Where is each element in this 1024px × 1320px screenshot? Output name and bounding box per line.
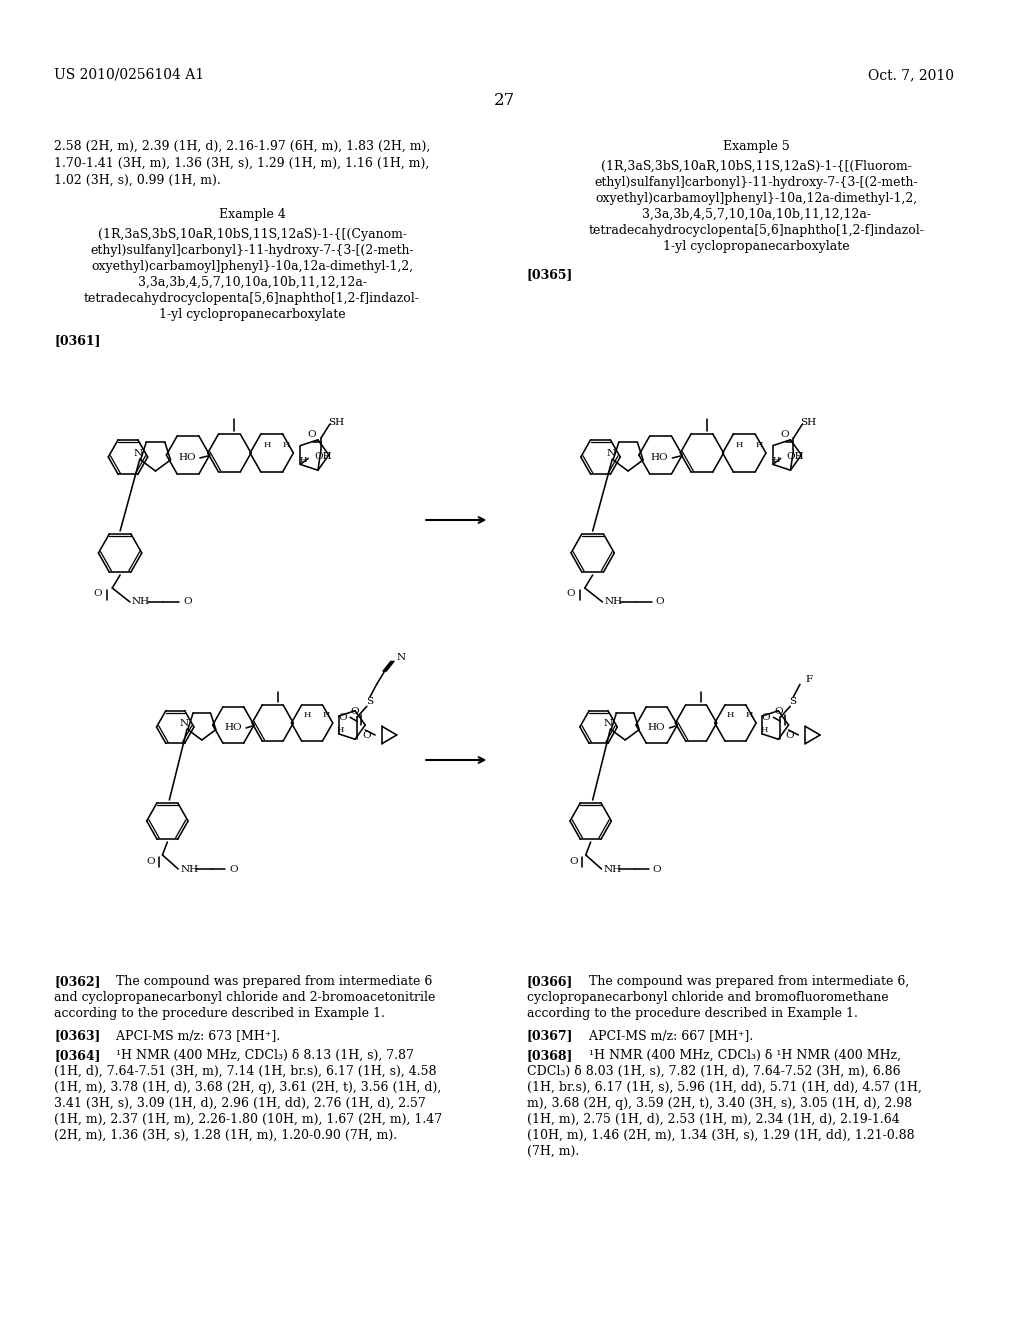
Text: O: O — [229, 865, 238, 874]
Text: tetradecahydrocyclopenta[5,6]naphtho[1,2-f]indazol-: tetradecahydrocyclopenta[5,6]naphtho[1,2… — [84, 292, 420, 305]
Text: ¹H NMR (400 MHz, CDCl₃) δ ¹H NMR (400 MHz,: ¹H NMR (400 MHz, CDCl₃) δ ¹H NMR (400 MH… — [581, 1049, 901, 1063]
Text: Example 4: Example 4 — [218, 209, 286, 220]
Text: H: H — [283, 441, 290, 449]
Text: (1R,3aS,3bS,10aR,10bS,11S,12aS)-1-{[(Fluorom-: (1R,3aS,3bS,10aR,10bS,11S,12aS)-1-{[(Flu… — [601, 160, 911, 173]
Text: O: O — [785, 730, 795, 739]
Text: H: H — [735, 441, 743, 449]
Text: The compound was prepared from intermediate 6,: The compound was prepared from intermedi… — [581, 975, 909, 987]
Text: [0362]: [0362] — [54, 975, 100, 987]
Text: HO: HO — [224, 723, 243, 733]
Text: O: O — [183, 598, 191, 606]
Text: N: N — [133, 449, 142, 458]
Text: F: F — [806, 675, 813, 684]
Text: O: O — [655, 598, 665, 606]
Text: H: H — [263, 441, 270, 449]
Text: (7H, m).: (7H, m). — [526, 1144, 579, 1158]
Text: according to the procedure described in Example 1.: according to the procedure described in … — [526, 1007, 857, 1020]
Text: (1R,3aS,3bS,10aR,10bS,11S,12aS)-1-{[(Cyanom-: (1R,3aS,3bS,10aR,10bS,11S,12aS)-1-{[(Cya… — [97, 228, 407, 242]
Text: ethyl)sulfanyl]carbonyl}-11-hydroxy-7-{3-[(2-meth-: ethyl)sulfanyl]carbonyl}-11-hydroxy-7-{3… — [594, 176, 918, 189]
Text: [0365]: [0365] — [526, 268, 573, 281]
Text: HO: HO — [648, 723, 666, 733]
Text: NH: NH — [603, 865, 622, 874]
Text: Oct. 7, 2010: Oct. 7, 2010 — [868, 69, 954, 82]
Text: ¹H NMR (400 MHz, CDCl₃) δ 8.13 (1H, s), 7.87: ¹H NMR (400 MHz, CDCl₃) δ 8.13 (1H, s), … — [109, 1049, 414, 1063]
Text: H: H — [303, 711, 311, 719]
Text: tetradecahydrocyclopenta[5,6]naphtho[1,2-f]indazol-: tetradecahydrocyclopenta[5,6]naphtho[1,2… — [588, 224, 924, 238]
Text: S: S — [367, 697, 374, 706]
Text: H: H — [323, 711, 330, 719]
Text: (1H, m), 2.37 (1H, m), 2.26-1.80 (10H, m), 1.67 (2H, m), 1.47: (1H, m), 2.37 (1H, m), 2.26-1.80 (10H, m… — [54, 1113, 442, 1126]
Text: The compound was prepared from intermediate 6: The compound was prepared from intermedi… — [109, 975, 433, 987]
Text: O: O — [339, 713, 347, 722]
Text: [0368]: [0368] — [526, 1049, 573, 1063]
Text: SH: SH — [328, 417, 344, 426]
Text: N: N — [180, 718, 189, 727]
Text: 1.02 (3H, s), 0.99 (1H, m).: 1.02 (3H, s), 0.99 (1H, m). — [54, 174, 221, 187]
Text: O: O — [350, 706, 359, 715]
Text: NH: NH — [604, 598, 623, 606]
Text: (1H, d), 7.64-7.51 (3H, m), 7.14 (1H, br.s), 6.17 (1H, s), 4.58: (1H, d), 7.64-7.51 (3H, m), 7.14 (1H, br… — [54, 1065, 436, 1078]
Text: N: N — [606, 449, 615, 458]
Text: HO: HO — [178, 454, 196, 462]
Text: 1.70-1.41 (3H, m), 1.36 (3H, s), 1.29 (1H, m), 1.16 (1H, m),: 1.70-1.41 (3H, m), 1.36 (3H, s), 1.29 (1… — [54, 157, 429, 170]
Text: O: O — [774, 706, 782, 715]
Text: OH: OH — [314, 451, 332, 461]
Text: cyclopropanecarbonyl chloride and bromofluoromethane: cyclopropanecarbonyl chloride and bromof… — [526, 991, 888, 1005]
Text: (1H, m), 2.75 (1H, d), 2.53 (1H, m), 2.34 (1H, d), 2.19-1.64: (1H, m), 2.75 (1H, d), 2.53 (1H, m), 2.3… — [526, 1113, 899, 1126]
Text: H: H — [745, 711, 753, 719]
Text: 1-yl cyclopropanecarboxylate: 1-yl cyclopropanecarboxylate — [159, 308, 345, 321]
Text: 3.41 (3H, s), 3.09 (1H, d), 2.96 (1H, dd), 2.76 (1H, d), 2.57: 3.41 (3H, s), 3.09 (1H, d), 2.96 (1H, dd… — [54, 1097, 426, 1110]
Text: [0367]: [0367] — [526, 1030, 573, 1041]
Text: H: H — [756, 441, 763, 449]
Text: oxyethyl)carbamoyl]phenyl}-10a,12a-dimethyl-1,2,: oxyethyl)carbamoyl]phenyl}-10a,12a-dimet… — [595, 191, 918, 205]
Text: H: H — [337, 726, 344, 734]
Text: m), 3.68 (2H, q), 3.59 (2H, t), 3.40 (3H, s), 3.05 (1H, d), 2.98: m), 3.68 (2H, q), 3.59 (2H, t), 3.40 (3H… — [526, 1097, 911, 1110]
Text: APCI-MS m/z: 667 [MH⁺].: APCI-MS m/z: 667 [MH⁺]. — [581, 1030, 753, 1041]
Text: ethyl)sulfanyl]carbonyl}-11-hydroxy-7-{3-[(2-meth-: ethyl)sulfanyl]carbonyl}-11-hydroxy-7-{3… — [90, 244, 414, 257]
Text: O: O — [652, 865, 662, 874]
Text: 3,3a,3b,4,5,7,10,10a,10b,11,12,12a-: 3,3a,3b,4,5,7,10,10a,10b,11,12,12a- — [137, 276, 367, 289]
Text: [0364]: [0364] — [54, 1049, 100, 1063]
Text: 2.58 (2H, m), 2.39 (1H, d), 2.16-1.97 (6H, m), 1.83 (2H, m),: 2.58 (2H, m), 2.39 (1H, d), 2.16-1.97 (6… — [54, 140, 430, 153]
Text: Example 5: Example 5 — [723, 140, 790, 153]
Text: O: O — [569, 857, 578, 866]
Text: (1H, m), 3.78 (1H, d), 3.68 (2H, q), 3.61 (2H, t), 3.56 (1H, d),: (1H, m), 3.78 (1H, d), 3.68 (2H, q), 3.6… — [54, 1081, 441, 1094]
Text: H: H — [772, 455, 779, 465]
Text: (2H, m), 1.36 (3H, s), 1.28 (1H, m), 1.20-0.90 (7H, m).: (2H, m), 1.36 (3H, s), 1.28 (1H, m), 1.2… — [54, 1129, 397, 1142]
Text: CDCl₃) δ 8.03 (1H, s), 7.82 (1H, d), 7.64-7.52 (3H, m), 6.86: CDCl₃) δ 8.03 (1H, s), 7.82 (1H, d), 7.6… — [526, 1065, 900, 1078]
Text: [0366]: [0366] — [526, 975, 573, 987]
Text: N: N — [396, 653, 406, 661]
Text: according to the procedure described in Example 1.: according to the procedure described in … — [54, 1007, 385, 1020]
Text: O: O — [780, 430, 788, 438]
Text: APCI-MS m/z: 673 [MH⁺].: APCI-MS m/z: 673 [MH⁺]. — [109, 1030, 281, 1041]
Text: 1-yl cyclopropanecarboxylate: 1-yl cyclopropanecarboxylate — [663, 240, 849, 253]
Text: H: H — [760, 726, 768, 734]
Text: O: O — [146, 857, 155, 866]
Text: O: O — [307, 430, 316, 438]
Text: 27: 27 — [494, 92, 515, 110]
Text: oxyethyl)carbamoyl]phenyl}-10a,12a-dimethyl-1,2,: oxyethyl)carbamoyl]phenyl}-10a,12a-dimet… — [91, 260, 413, 273]
Text: (1H, br.s), 6.17 (1H, s), 5.96 (1H, dd), 5.71 (1H, dd), 4.57 (1H,: (1H, br.s), 6.17 (1H, s), 5.96 (1H, dd),… — [526, 1081, 922, 1094]
Text: OH: OH — [786, 451, 804, 461]
Text: S: S — [790, 697, 797, 706]
Text: O: O — [362, 730, 371, 739]
Text: US 2010/0256104 A1: US 2010/0256104 A1 — [54, 69, 204, 82]
Text: H: H — [727, 711, 734, 719]
Text: SH: SH — [801, 417, 816, 426]
Text: [0363]: [0363] — [54, 1030, 100, 1041]
Text: O: O — [94, 589, 102, 598]
Text: NH: NH — [180, 865, 199, 874]
Text: O: O — [566, 589, 574, 598]
Text: NH: NH — [132, 598, 151, 606]
Text: (10H, m), 1.46 (2H, m), 1.34 (3H, s), 1.29 (1H, dd), 1.21-0.88: (10H, m), 1.46 (2H, m), 1.34 (3H, s), 1.… — [526, 1129, 914, 1142]
Text: H: H — [300, 455, 307, 465]
Text: 3,3a,3b,4,5,7,10,10a,10b,11,12,12a-: 3,3a,3b,4,5,7,10,10a,10b,11,12,12a- — [642, 209, 870, 220]
Text: N: N — [603, 718, 612, 727]
Text: [0361]: [0361] — [54, 334, 100, 347]
Text: O: O — [762, 713, 770, 722]
Text: and cyclopropanecarbonyl chloride and 2-bromoacetonitrile: and cyclopropanecarbonyl chloride and 2-… — [54, 991, 435, 1005]
Text: HO: HO — [651, 454, 669, 462]
